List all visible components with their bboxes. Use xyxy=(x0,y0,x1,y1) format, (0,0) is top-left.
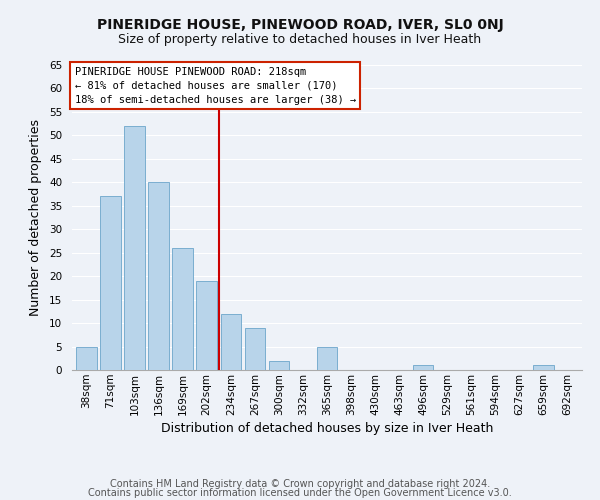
Bar xyxy=(269,360,289,370)
Y-axis label: Number of detached properties: Number of detached properties xyxy=(29,119,42,316)
Text: Contains HM Land Registry data © Crown copyright and database right 2024.: Contains HM Land Registry data © Crown c… xyxy=(110,479,490,489)
Text: PINERIDGE HOUSE, PINEWOOD ROAD, IVER, SL0 0NJ: PINERIDGE HOUSE, PINEWOOD ROAD, IVER, SL… xyxy=(97,18,503,32)
Bar xyxy=(533,366,554,370)
Text: Contains public sector information licensed under the Open Government Licence v3: Contains public sector information licen… xyxy=(88,488,512,498)
Bar xyxy=(317,346,337,370)
Text: Size of property relative to detached houses in Iver Heath: Size of property relative to detached ho… xyxy=(118,32,482,46)
Bar xyxy=(100,196,121,370)
Bar xyxy=(172,248,193,370)
Bar xyxy=(148,182,169,370)
Bar xyxy=(221,314,241,370)
X-axis label: Distribution of detached houses by size in Iver Heath: Distribution of detached houses by size … xyxy=(161,422,493,435)
Bar xyxy=(124,126,145,370)
Text: PINERIDGE HOUSE PINEWOOD ROAD: 218sqm
← 81% of detached houses are smaller (170): PINERIDGE HOUSE PINEWOOD ROAD: 218sqm ← … xyxy=(74,66,356,104)
Bar xyxy=(76,346,97,370)
Bar xyxy=(196,281,217,370)
Bar xyxy=(413,366,433,370)
Bar xyxy=(245,328,265,370)
